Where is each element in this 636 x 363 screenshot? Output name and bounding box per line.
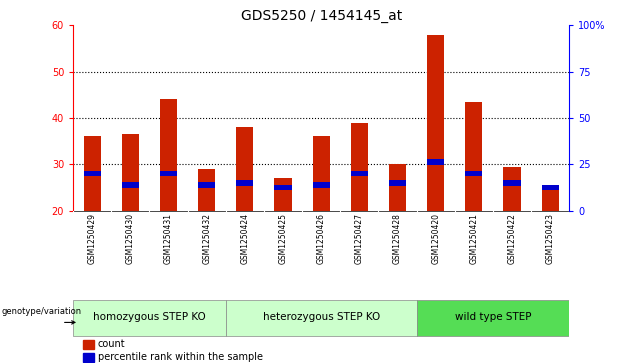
Bar [198, 182, 215, 188]
Bar [466, 171, 483, 176]
Bar [83, 340, 94, 349]
Bar [542, 187, 559, 211]
Bar [542, 185, 559, 190]
Bar [226, 300, 417, 335]
Text: GSM1250423: GSM1250423 [546, 213, 555, 264]
Text: count: count [98, 339, 125, 350]
Bar [198, 169, 215, 211]
Bar [84, 136, 100, 211]
Bar [275, 185, 292, 190]
Text: GSM1250424: GSM1250424 [240, 213, 249, 264]
Bar [160, 99, 177, 211]
Bar [313, 182, 330, 188]
Text: GSM1250430: GSM1250430 [126, 213, 135, 264]
Bar [122, 134, 139, 211]
Bar [389, 164, 406, 211]
Bar [313, 136, 330, 211]
Bar [237, 127, 253, 211]
Text: GSM1250428: GSM1250428 [393, 213, 402, 264]
Bar [73, 300, 226, 335]
Text: wild type STEP: wild type STEP [455, 312, 531, 322]
Text: GSM1250429: GSM1250429 [88, 213, 97, 264]
Bar [389, 180, 406, 185]
Bar [122, 182, 139, 188]
Bar [427, 159, 445, 165]
Bar [351, 171, 368, 176]
Text: homozygous STEP KO: homozygous STEP KO [93, 312, 206, 322]
Bar [275, 178, 292, 211]
Text: GSM1250431: GSM1250431 [164, 213, 173, 264]
Bar [237, 180, 253, 185]
Text: GSM1250427: GSM1250427 [355, 213, 364, 264]
Bar [504, 180, 521, 185]
Bar [466, 102, 483, 211]
Bar [84, 171, 100, 176]
Title: GDS5250 / 1454145_at: GDS5250 / 1454145_at [240, 9, 402, 23]
Text: GSM1250422: GSM1250422 [508, 213, 516, 264]
Text: genotype/variation: genotype/variation [2, 307, 82, 316]
Text: GSM1250425: GSM1250425 [279, 213, 287, 264]
Text: GSM1250421: GSM1250421 [469, 213, 478, 264]
Bar [351, 123, 368, 211]
Text: GSM1250420: GSM1250420 [431, 213, 440, 264]
Bar [427, 34, 445, 211]
Bar [160, 171, 177, 176]
Bar [504, 167, 521, 211]
Text: GSM1250426: GSM1250426 [317, 213, 326, 264]
Bar [417, 300, 569, 335]
Text: heterozygous STEP KO: heterozygous STEP KO [263, 312, 380, 322]
Text: percentile rank within the sample: percentile rank within the sample [98, 352, 263, 362]
Bar [83, 353, 94, 362]
Text: GSM1250432: GSM1250432 [202, 213, 211, 264]
